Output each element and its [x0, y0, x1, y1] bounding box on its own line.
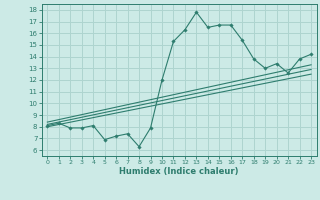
X-axis label: Humidex (Indice chaleur): Humidex (Indice chaleur) [119, 167, 239, 176]
